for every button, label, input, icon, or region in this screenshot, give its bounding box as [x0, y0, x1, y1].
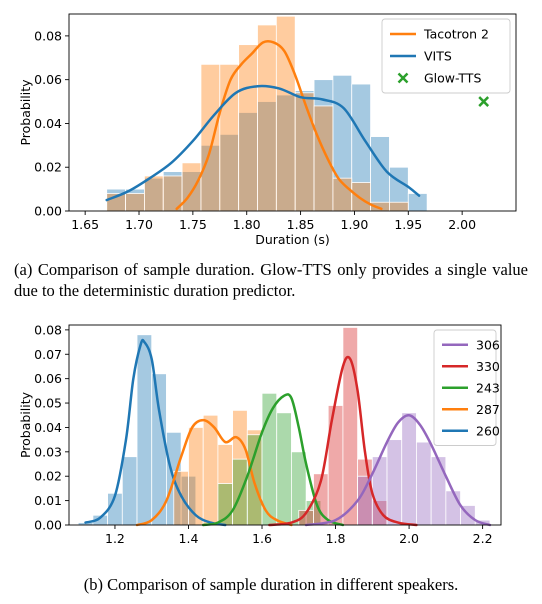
axes-frame: [68, 13, 517, 212]
x-tick-label: 2.00: [448, 217, 476, 232]
histogram-bar: [445, 490, 461, 526]
legend: 306 330 243 287 260: [433, 329, 500, 446]
histogram-bar: [136, 334, 153, 526]
y-tick-label: 0.00: [34, 518, 62, 533]
histogram-bar: [430, 456, 447, 526]
x-axis-label: Duration (s): [255, 232, 330, 247]
kde-line-260: [84, 338, 227, 527]
scatter-point-glow-tts: [478, 96, 490, 107]
x-tick-label: 1.2: [105, 531, 125, 546]
legend-label: 243: [476, 380, 500, 395]
x-tick-label: 1.6: [252, 531, 272, 546]
histogram-bar: [238, 44, 258, 212]
histogram-bar: [370, 136, 390, 212]
histogram-287: [173, 409, 263, 526]
y-tick-label: 0.06: [34, 72, 62, 87]
y-tick-label: 0.00: [34, 204, 62, 219]
y-tick-label: 0.08: [34, 28, 62, 43]
kde-line-306: [304, 413, 492, 527]
y-tick-label: 0.06: [34, 371, 62, 386]
histogram-bar: [389, 201, 409, 212]
y-axis-label: Probability: [18, 391, 33, 458]
legend-label: 306: [476, 337, 500, 352]
histogram-bar: [401, 412, 417, 526]
y-tick-label: 0.04: [34, 420, 62, 435]
cross-mark: [478, 96, 490, 107]
histogram-bar: [181, 162, 202, 212]
kde-line-vits: [105, 84, 421, 202]
chart-b: 1.2 1.4 1.6 1.8 2.0 2.2 0.00 0.01 0.02 0.03 0.04 0.…: [18, 322, 502, 546]
kde-line-tacotron-2: [175, 39, 383, 211]
legend-label: Tacotron 2: [423, 27, 489, 42]
histogram-bar: [294, 92, 315, 212]
x-tick-label: 1.90: [341, 217, 369, 232]
histogram-243: [217, 392, 322, 526]
histogram-bar: [276, 412, 292, 526]
histogram-bar: [200, 63, 221, 212]
legend-box: [381, 18, 511, 94]
legend-marker: [397, 72, 409, 84]
legend-label: Glow-TTS: [424, 71, 481, 86]
y-tick-label: 0.01: [34, 493, 62, 508]
histogram-bar: [125, 193, 145, 212]
histogram-bar: [202, 414, 219, 526]
x-tick-label: 2.2: [473, 531, 493, 546]
kde-line-330: [268, 355, 418, 527]
caption-b: (b) Comparison of sample duration in dif…: [83, 575, 459, 594]
histogram-bar: [351, 182, 371, 212]
x-tick-label: 1.75: [179, 217, 207, 232]
x-tick-label: 1.8: [326, 531, 346, 546]
legend-label: 260: [476, 423, 500, 438]
histogram-bar: [386, 439, 403, 526]
x-tick-label: 1.65: [71, 217, 99, 232]
kde-line-287: [135, 418, 293, 527]
y-tick-label: 0.07: [34, 347, 62, 362]
histogram-tacotron-2: [106, 15, 409, 212]
histogram-330: [298, 327, 388, 526]
x-tick-label: 2.0: [399, 531, 419, 546]
legend-label: 330: [476, 359, 500, 374]
caption-a: (a) Comparison of sample duration. Glow-…: [14, 260, 528, 300]
histogram-260: [77, 334, 197, 526]
y-tick-label: 0.03: [34, 444, 62, 459]
y-tick-label: 0.04: [34, 116, 62, 131]
y-tick-label: 0.02: [34, 160, 62, 175]
x-tick-label: 1.95: [394, 217, 422, 232]
legend: Tacotron 2 VITS Glow-TTS: [381, 18, 511, 94]
histogram-bar: [121, 456, 138, 526]
kde-line-243: [201, 393, 345, 527]
histogram-bar: [313, 105, 334, 212]
chart-a: 1.65 1.70 1.75 1.80 1.85 1.90 1.95 2.00 0.00 0.02…: [18, 13, 517, 247]
y-axis-label: Probability: [18, 79, 33, 146]
y-tick-label: 0.02: [34, 469, 62, 484]
axes-frame: [68, 324, 502, 526]
y-tick-label: 0.08: [34, 322, 62, 337]
x-tick-label: 1.85: [287, 217, 315, 232]
x-tick-label: 1.70: [125, 217, 153, 232]
legend-label: 287: [476, 402, 500, 417]
histogram-bar: [416, 441, 432, 526]
x-tick-label: 1.4: [179, 531, 199, 546]
x-tick-label: 1.80: [233, 217, 261, 232]
histogram-bar: [257, 24, 277, 212]
legend-label: VITS: [424, 49, 452, 64]
y-tick-label: 0.05: [34, 396, 62, 411]
